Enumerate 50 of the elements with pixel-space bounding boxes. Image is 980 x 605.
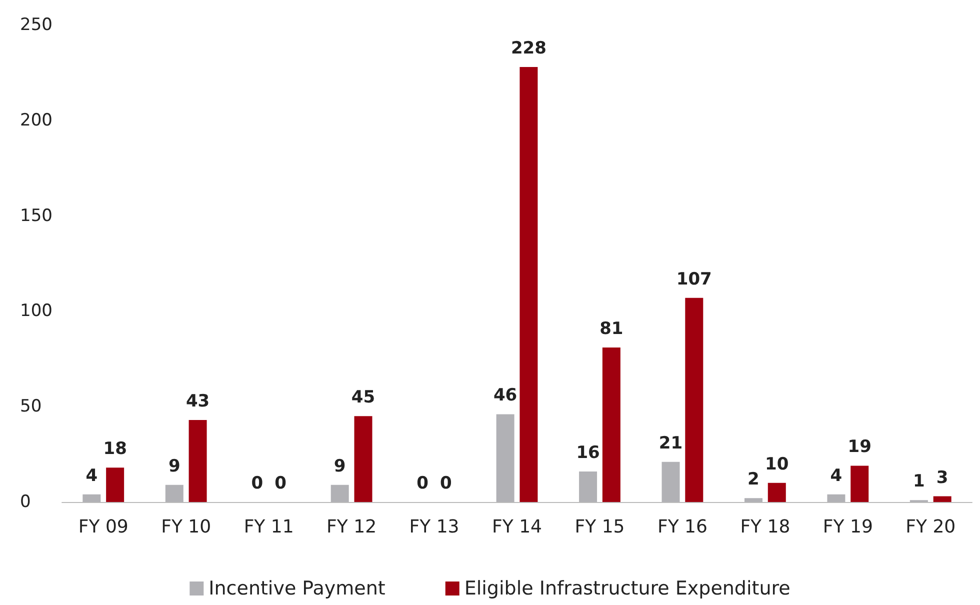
x-tick-label: FY 09	[78, 516, 128, 538]
bar	[354, 416, 372, 502]
x-tick-label: FY 16	[657, 516, 708, 538]
data-label: 45	[351, 388, 376, 408]
data-label: 21	[658, 433, 683, 454]
x-tick-label: FY 20	[906, 516, 956, 538]
data-label: 2	[748, 470, 760, 490]
y-tick-label: 200	[20, 110, 52, 130]
bar	[602, 347, 620, 502]
data-label: 4	[830, 466, 842, 486]
data-label: 1	[913, 472, 925, 492]
x-tick-label: FY 10	[161, 516, 212, 538]
y-tick-label: 50	[20, 396, 42, 417]
x-tick-label: FY 13	[409, 516, 460, 538]
legend-label: Eligible Infrastructure Expenditure	[464, 578, 790, 600]
data-label: 0	[440, 474, 452, 494]
bar	[520, 66, 538, 502]
data-label: 43	[186, 391, 210, 412]
bar	[685, 298, 704, 502]
x-tick-label: FY 15	[574, 516, 625, 538]
bar	[850, 466, 869, 502]
data-label: 9	[334, 456, 346, 476]
bar	[106, 468, 124, 502]
data-label: 19	[848, 437, 872, 458]
data-label: 228	[510, 38, 546, 58]
x-tick-label: FY 19	[822, 516, 873, 538]
data-label: 81	[600, 318, 624, 339]
bar	[768, 482, 786, 502]
y-tick-label: 150	[20, 206, 52, 226]
x-tick-label: FY 14	[492, 516, 542, 538]
data-label: 0	[416, 474, 429, 494]
x-tick-label: FY 12	[326, 516, 377, 538]
data-label: 46	[493, 386, 518, 406]
y-tick-label: 0	[20, 492, 31, 512]
data-label: 9	[168, 456, 180, 476]
x-tick-label: FY 18	[740, 516, 790, 538]
data-label: 3	[936, 468, 948, 488]
data-label: 10	[765, 454, 789, 474]
data-label: 0	[251, 474, 264, 494]
data-label: 107	[676, 269, 712, 290]
data-label: 16	[576, 442, 600, 463]
data-label: 0	[274, 474, 287, 494]
legend-label: Incentive Payment	[208, 578, 386, 600]
bar	[933, 496, 952, 502]
data-label: 18	[103, 439, 127, 460]
y-tick-label: 250	[20, 15, 52, 35]
data-label: 4	[86, 466, 98, 486]
x-tick-label: FY 11	[244, 516, 294, 538]
bar	[188, 420, 207, 502]
y-tick-label: 100	[20, 301, 52, 322]
